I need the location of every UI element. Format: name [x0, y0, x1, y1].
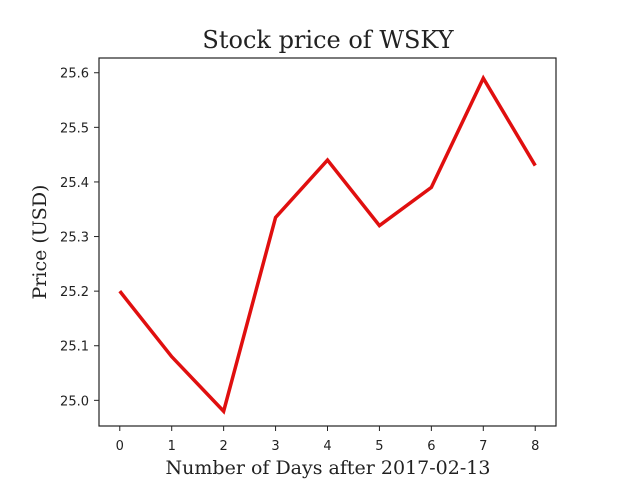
y-tick-label: 25.3 — [60, 231, 89, 246]
x-tick-label: 0 — [116, 439, 124, 454]
y-tick-label: 25.4 — [60, 176, 89, 191]
x-axis: 0 1 2 3 4 5 6 7 8 — [116, 426, 539, 454]
plot-frame — [98, 57, 557, 427]
series-line-0 — [118, 74, 537, 415]
y-tick-label: 25.6 — [60, 67, 89, 82]
x-tick-label: 5 — [375, 439, 383, 454]
series-layer — [118, 74, 537, 415]
x-tick-label: 3 — [271, 439, 279, 454]
x-tick-label: 1 — [168, 439, 176, 454]
y-axis-label: Price (USD) — [29, 185, 51, 300]
y-tick-label: 25.2 — [60, 285, 89, 300]
y-tick-label: 25.5 — [60, 121, 89, 136]
x-tick-label: 8 — [531, 439, 539, 454]
x-tick-label: 4 — [323, 439, 331, 454]
chart-title: Stock price of WSKY — [202, 26, 454, 54]
x-tick-label: 6 — [427, 439, 435, 454]
y-axis: 25.0 25.1 25.2 25.3 25.4 25.5 25.6 — [60, 67, 99, 409]
y-tick-label: 25.1 — [60, 340, 89, 355]
x-tick-label: 7 — [479, 439, 487, 454]
x-axis-label: Number of Days after 2017-02-13 — [166, 457, 491, 479]
y-tick-label: 25.0 — [60, 394, 89, 409]
x-tick-label: 2 — [219, 439, 227, 454]
plot-area: 0 1 2 3 4 5 6 7 8 25.0 25.1 25.2 25.3 25.4 25.5 25.6 — [60, 57, 557, 454]
